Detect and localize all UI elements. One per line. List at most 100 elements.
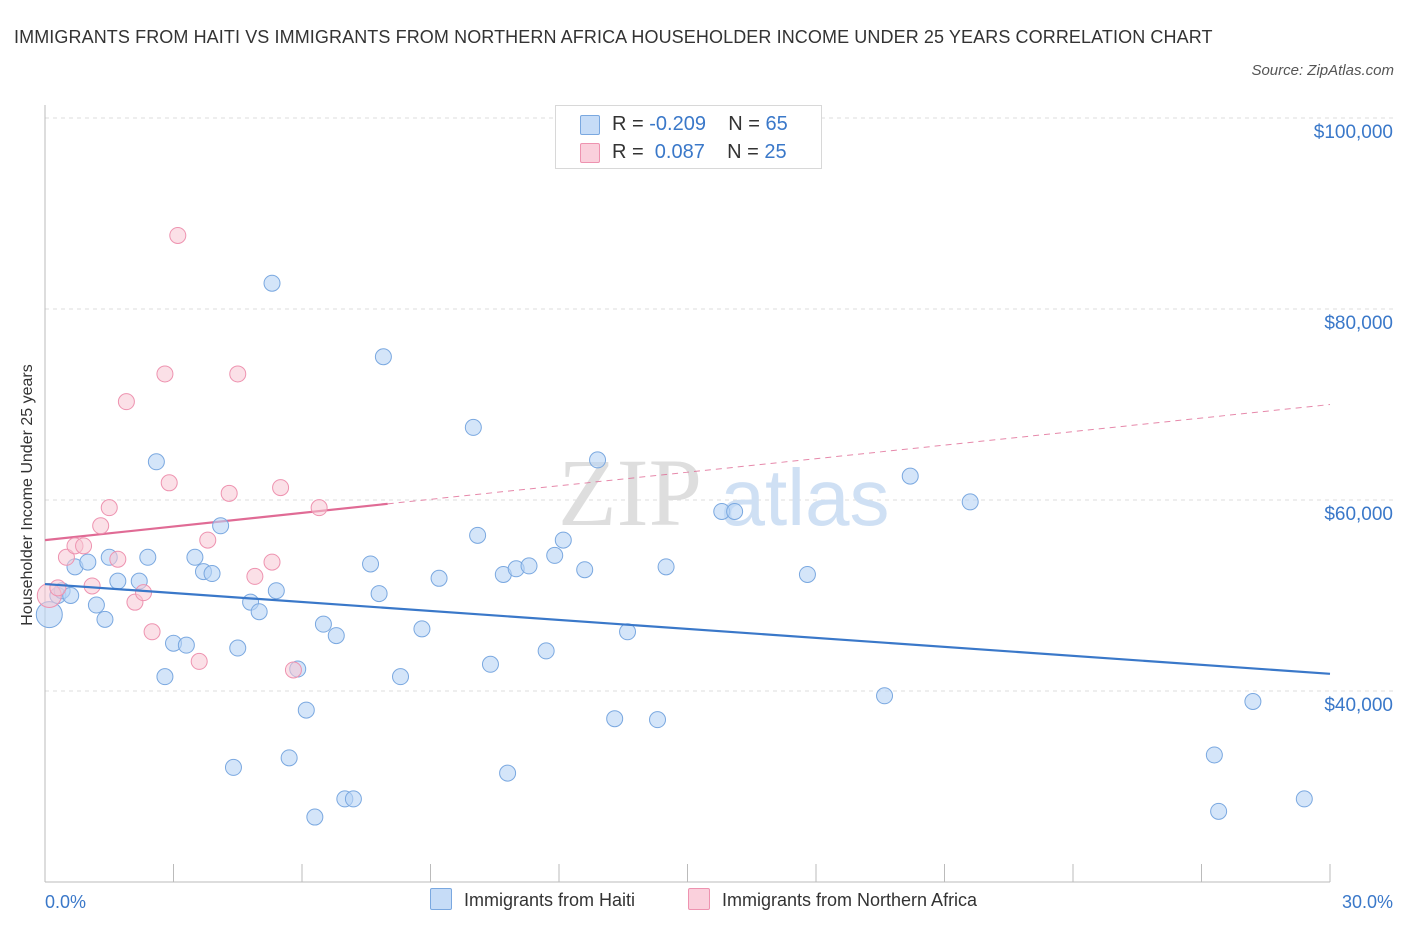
haiti-point <box>203 565 221 583</box>
haiti-point <box>109 572 127 590</box>
haiti-trend-solid <box>44 582 1331 675</box>
nafrica-point <box>272 479 290 497</box>
haiti-point <box>263 274 281 292</box>
haiti-point <box>1244 693 1262 711</box>
haiti-point <box>392 668 410 686</box>
haiti-point <box>250 603 268 621</box>
haiti-point <box>314 615 332 633</box>
watermark-atlas: atlas <box>721 453 890 542</box>
nafrica-point <box>263 553 281 571</box>
haiti-point <box>546 546 564 564</box>
haiti-point <box>186 548 204 566</box>
haiti-point <box>464 418 482 436</box>
haiti-point <box>1205 746 1223 764</box>
y-tick-label: $100,000 <box>1314 122 1393 143</box>
legend-haiti-n-value: 65 <box>765 113 788 135</box>
haiti-point <box>520 557 538 575</box>
haiti-point <box>499 764 517 782</box>
haiti-point <box>1210 802 1228 820</box>
nafrica-point <box>117 393 135 411</box>
bottom-legend-nafrica: Immigrants from Northern Africa <box>688 888 977 911</box>
nafrica-point <box>220 484 238 502</box>
y-tick-label: $60,000 <box>1324 504 1393 525</box>
nafrica-point <box>109 550 127 568</box>
haiti-point <box>413 620 431 638</box>
haiti-point <box>147 453 165 471</box>
legend-swatch-haiti <box>580 115 600 135</box>
legend-nafrica-n-value: 25 <box>764 141 787 163</box>
nafrica-point <box>57 548 75 566</box>
haiti-point <box>96 610 114 628</box>
legend-nafrica-r-label: R = <box>612 141 650 163</box>
haiti-point <box>726 502 744 520</box>
nafrica-point <box>100 499 118 517</box>
nafrica-point <box>229 365 247 383</box>
nafrica-point <box>190 652 208 670</box>
legend-haiti-r-value: -0.209 <box>649 113 706 135</box>
haiti-point <box>649 711 667 729</box>
haiti-point <box>370 585 388 603</box>
legend-haiti-r-label: R = <box>612 113 650 135</box>
chart-title: IMMIGRANTS FROM HAITI VS IMMIGRANTS FROM… <box>14 27 1213 47</box>
bottom-legend-label-haiti: Immigrants from Haiti <box>464 890 636 910</box>
haiti-point <box>306 808 324 826</box>
haiti-trend-line <box>44 582 1331 675</box>
nafrica-trend-dashed <box>387 404 1331 505</box>
haiti-point <box>139 548 157 566</box>
nafrica-point <box>284 661 302 679</box>
haiti-point <box>876 687 894 705</box>
nafrica-points <box>36 226 328 679</box>
x-tick-label-max: 30.0% <box>1342 892 1393 912</box>
nafrica-point <box>156 365 174 383</box>
haiti-point <box>62 587 80 604</box>
haiti-point <box>606 710 624 728</box>
nafrica-point <box>75 537 93 555</box>
nafrica-point <box>199 531 217 549</box>
nafrica-point <box>143 623 161 641</box>
nafrica-point <box>160 474 178 492</box>
chart-source: Source: ZipAtlas.com <box>1251 62 1394 79</box>
haiti-point <box>224 758 242 776</box>
haiti-point <box>576 561 594 579</box>
haiti-point <box>267 582 285 600</box>
nafrica-point <box>135 584 153 602</box>
haiti-point <box>1295 790 1313 808</box>
haiti-point <box>374 348 392 366</box>
nafrica-point <box>310 499 328 517</box>
haiti-point <box>469 526 487 544</box>
haiti-point <box>798 565 816 583</box>
y-tick-label: $80,000 <box>1324 313 1393 334</box>
haiti-point <box>297 701 315 719</box>
haiti-point <box>901 467 919 485</box>
watermark-zip: ZIP <box>558 439 702 546</box>
haiti-point <box>212 517 230 535</box>
y-tick-label: $40,000 <box>1324 695 1393 716</box>
haiti-point <box>961 493 979 511</box>
haiti-point <box>177 636 195 654</box>
bottom-legend-label-nafrica: Immigrants from Northern Africa <box>722 890 978 910</box>
haiti-point <box>554 531 572 549</box>
nafrica-point <box>92 517 110 535</box>
legend-swatch-nafrica <box>580 143 600 163</box>
haiti-point <box>79 553 97 571</box>
haiti-point <box>344 790 362 808</box>
axes <box>44 105 1331 883</box>
haiti-point <box>537 642 555 660</box>
haiti-point <box>430 569 448 587</box>
x-tick-label-min: 0.0% <box>45 892 86 912</box>
legend-nafrica-r-value: 0.087 <box>649 141 705 163</box>
haiti-point <box>589 451 607 469</box>
bottom-legend-swatch-haiti <box>430 888 452 910</box>
haiti-point <box>327 627 345 645</box>
tick-labels: $40,000 $60,000 $80,000 $100,000 0.0% 30.0% <box>45 122 1393 912</box>
legend-haiti-n-label: N = <box>728 113 766 135</box>
bottom-legend-swatch-nafrica <box>688 888 710 910</box>
legend-nafrica-n-label: N = <box>727 141 765 163</box>
haiti-point <box>481 655 499 673</box>
watermark: ZIP atlas <box>558 439 889 546</box>
bottom-legend-haiti: Immigrants from Haiti <box>430 888 635 911</box>
haiti-point <box>87 596 105 614</box>
correlation-legend: R = -0.209 N = 65 R = 0.087 N = 25 <box>555 105 822 169</box>
haiti-point <box>229 639 247 657</box>
